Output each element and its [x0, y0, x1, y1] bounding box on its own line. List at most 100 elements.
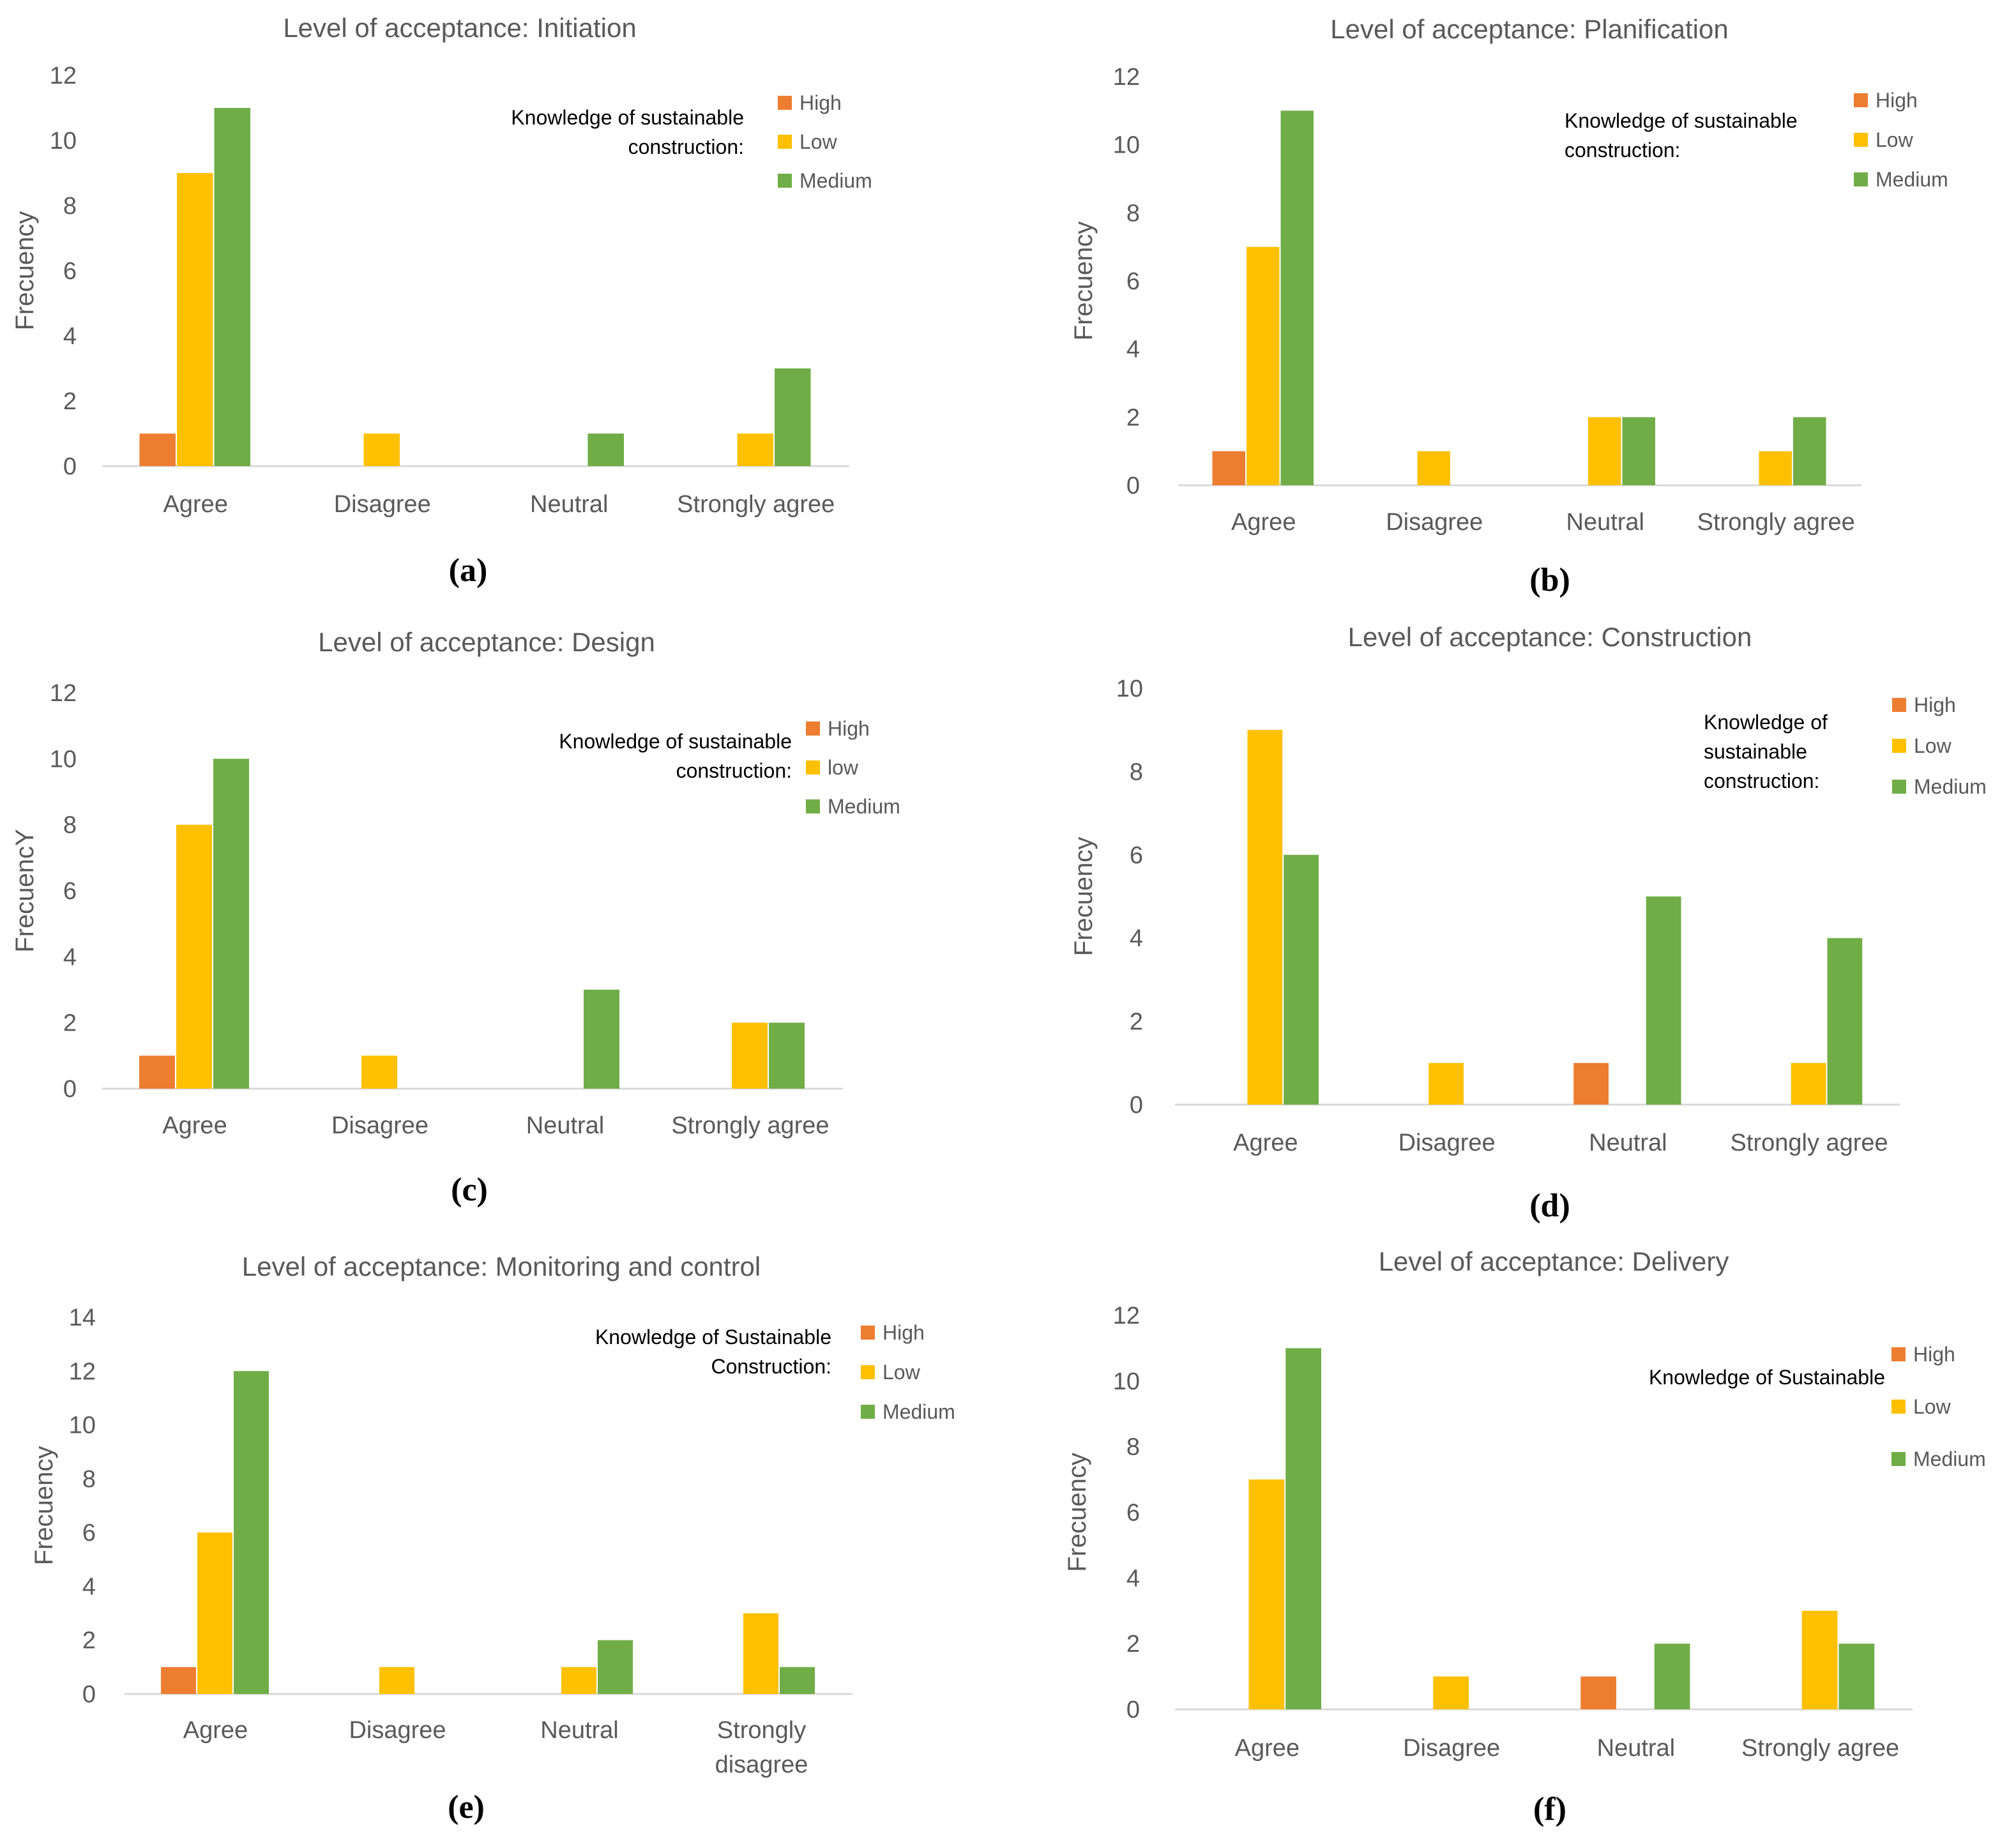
y-axis-label: Frecuency	[1070, 222, 1098, 341]
legend-title: Knowledge of sustainable construction:	[1565, 109, 1798, 162]
y-tick-label: 12	[69, 1358, 96, 1385]
bar-low-agree	[1247, 246, 1280, 485]
legend-swatch-low	[1892, 739, 1906, 753]
legend-label-low: low	[828, 756, 859, 779]
bar-low-neutral	[561, 1667, 596, 1694]
bar-medium-agree	[1280, 110, 1314, 486]
x-category-label: Agree	[183, 1717, 248, 1744]
x-category-label: Strongly agree	[671, 1112, 829, 1139]
bar-low-disagree	[379, 1667, 414, 1694]
legend-swatch-low	[861, 1365, 875, 1379]
y-tick-label: 4	[1126, 336, 1140, 363]
x-category-label: Disagree	[1398, 1130, 1496, 1156]
bar-low-agree	[177, 173, 213, 466]
bar-medium-neutral	[1646, 896, 1681, 1105]
legend-label-high: High	[883, 1321, 925, 1344]
legend-label-medium: Medium	[800, 169, 872, 192]
bar-low-strongly-agree	[1801, 1610, 1838, 1709]
chart-title: Level of acceptance: Planification	[1330, 14, 1728, 44]
bar-high-agree	[1212, 451, 1245, 485]
y-tick-label: 10	[1116, 676, 1143, 702]
legend-label-low: Low	[1913, 1395, 1952, 1418]
bar-low-disagree	[1433, 1676, 1469, 1709]
y-axis-label: Frecuency	[1070, 837, 1098, 956]
y-tick-label: 12	[1113, 1303, 1140, 1329]
y-tick-label: 8	[63, 193, 77, 220]
y-tick-label: 2	[1126, 1631, 1140, 1658]
y-tick-label: 0	[1130, 1092, 1143, 1119]
bar-low-neutral	[1588, 417, 1621, 485]
y-tick-label: 2	[1126, 404, 1140, 431]
panel-label: (d)	[1529, 1188, 1570, 1224]
legend-label-medium: Medium	[1914, 775, 1987, 798]
panel-label: (b)	[1529, 562, 1570, 598]
y-tick-label: 4	[82, 1573, 96, 1600]
y-tick-label: 10	[50, 746, 77, 773]
legend-label-high: High	[1876, 89, 1918, 112]
legend-label-low: Low	[883, 1361, 921, 1384]
bar-low-strongly-agree	[1791, 1062, 1826, 1105]
legend-swatch-high	[1891, 1347, 1906, 1361]
chart-title: Level of acceptance: Design	[318, 627, 655, 657]
legend-swatch-low	[1854, 133, 1868, 147]
panel-label: (a)	[449, 552, 488, 589]
legend-swatch-high	[806, 722, 820, 736]
x-category-label: Strongly agree	[1741, 1735, 1899, 1762]
bar-medium-strongly-agree	[1838, 1644, 1875, 1709]
legend-label-low: Low	[800, 130, 838, 153]
y-tick-label: 2	[82, 1628, 96, 1654]
y-tick-label: 4	[1130, 925, 1143, 952]
chart-title: Level of acceptance: Construction	[1348, 622, 1752, 652]
legend-label-low: Low	[1914, 734, 1952, 757]
legend-title: Knowledge of Sustainable Construction:	[595, 1326, 831, 1378]
bar-medium-strongly-agree	[775, 368, 811, 466]
x-category-label: Agree	[1235, 1735, 1300, 1762]
y-tick-label: 12	[50, 680, 77, 707]
chart-panel-a: Level of acceptance: Initiation 0 2 4 6 8 10 12…	[11, 13, 872, 589]
bar-medium-agree	[234, 1371, 269, 1694]
x-category-label: Disagree	[349, 1717, 446, 1744]
legend-swatch-high	[861, 1326, 875, 1340]
bar-low-agree	[1247, 730, 1283, 1105]
y-tick-label: 12	[50, 63, 77, 89]
y-tick-label: 0	[1126, 1697, 1140, 1723]
y-tick-label: 0	[63, 1076, 77, 1103]
bar-medium-neutral	[584, 990, 619, 1089]
bar-low-disagree	[361, 1055, 397, 1089]
y-tick-label: 8	[1130, 759, 1143, 785]
bar-medium-strongly-agree	[769, 1022, 805, 1089]
chart-panel-f: Level of acceptance: Delivery 0 2 4 6 8 10 12 Fr…	[1063, 1246, 1986, 1827]
x-category-label: Strongly agree	[1697, 509, 1855, 536]
y-tick-label: 10	[50, 128, 77, 155]
x-category-label: Disagree	[1403, 1735, 1500, 1762]
chart-title: Level of acceptance: Initiation	[283, 13, 636, 43]
panel-label: (f)	[1533, 1791, 1566, 1827]
x-category-label: Strongly agree	[1731, 1130, 1888, 1156]
legend-label-low: Low	[1876, 128, 1914, 151]
bar-low-strongly-agree	[737, 434, 773, 466]
legend-swatch-high	[778, 96, 792, 110]
y-tick-label: 6	[63, 258, 77, 285]
chart-panel-d: Level of acceptance: Construction 0 2 4 6 8 10…	[1070, 622, 1987, 1224]
chart-panel-e: Level of acceptance: Monitoring and cont…	[30, 1251, 955, 1826]
x-category-label: Disagree	[334, 491, 431, 518]
y-tick-label: 14	[69, 1304, 96, 1331]
bar-low-disagree	[1429, 1062, 1464, 1105]
x-category-label: Neutral	[1597, 1735, 1676, 1762]
bar-medium-neutral	[1622, 417, 1655, 485]
y-tick-label: 10	[69, 1412, 96, 1439]
x-category-label: Neutral	[1589, 1130, 1667, 1156]
bar-medium-neutral	[1654, 1644, 1690, 1709]
legend-swatch-medium	[806, 799, 820, 813]
bar-high-agree	[139, 434, 176, 466]
y-tick-label: 0	[1126, 472, 1140, 499]
x-category-label: Disagree	[1386, 509, 1483, 536]
chart-panel-c: Level of acceptance: Design 0 2 4 6 8 10 12 Frec…	[11, 627, 900, 1208]
y-tick-label: 2	[63, 1010, 77, 1037]
y-tick-label: 2	[1130, 1009, 1143, 1036]
bar-medium-strongly-agree	[1827, 938, 1863, 1105]
bar-medium-neutral	[587, 434, 624, 466]
bar-medium-agree	[214, 108, 250, 466]
legend-swatch-low	[778, 135, 792, 149]
